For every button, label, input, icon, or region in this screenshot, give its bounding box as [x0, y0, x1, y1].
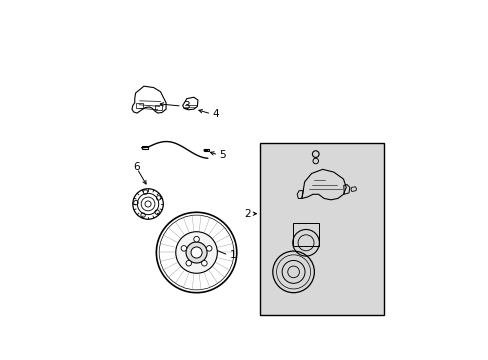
Bar — [260, 143, 383, 315]
Bar — [136, 103, 143, 108]
Circle shape — [175, 232, 217, 273]
Text: 3: 3 — [183, 101, 190, 111]
Text: 5: 5 — [219, 150, 226, 160]
Text: 4: 4 — [212, 109, 219, 119]
Bar — [203, 149, 208, 151]
Circle shape — [181, 246, 186, 251]
Circle shape — [191, 247, 202, 258]
Bar — [142, 146, 148, 149]
Circle shape — [185, 242, 207, 263]
Text: 2: 2 — [244, 209, 250, 219]
Bar — [155, 105, 162, 110]
Circle shape — [201, 261, 207, 266]
Circle shape — [193, 237, 199, 242]
Bar — [292, 223, 319, 246]
Text: 6: 6 — [133, 162, 140, 172]
Text: 1: 1 — [229, 250, 236, 260]
Circle shape — [185, 261, 191, 266]
Circle shape — [206, 246, 212, 251]
